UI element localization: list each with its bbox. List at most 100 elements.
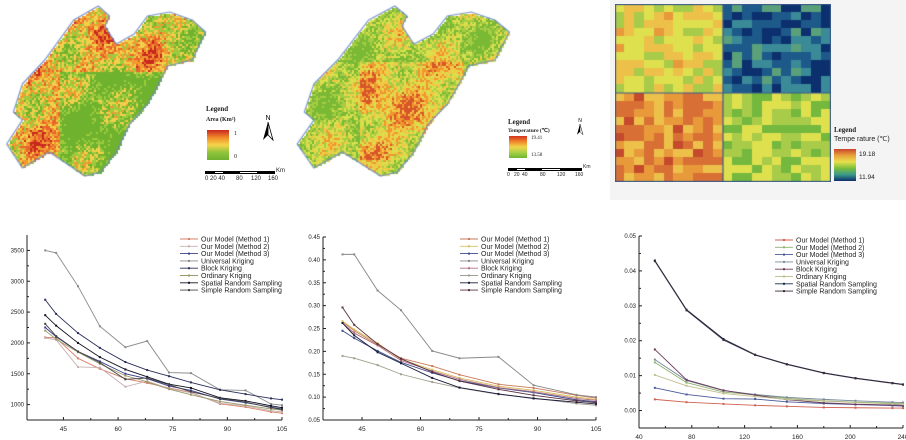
data-point xyxy=(891,401,894,404)
data-point xyxy=(653,398,656,401)
data-point xyxy=(281,412,283,415)
data-point xyxy=(44,314,47,317)
x-tick-label: 80 xyxy=(688,434,696,440)
x-tick-label: 45 xyxy=(358,426,366,433)
legend-marker xyxy=(188,267,190,270)
data-point xyxy=(341,253,344,256)
series-universal-kriging xyxy=(341,253,597,399)
series-universal-kriging xyxy=(44,249,283,407)
data-point xyxy=(124,361,127,364)
data-point xyxy=(44,326,47,329)
data-point xyxy=(77,350,79,353)
legend-marker xyxy=(468,289,470,292)
data-point xyxy=(431,368,434,371)
legend-marker xyxy=(468,238,470,240)
scale-bar xyxy=(205,171,275,174)
x-tick-label: 240 xyxy=(898,434,906,440)
data-point xyxy=(497,385,500,388)
data-point xyxy=(353,328,356,331)
data-point xyxy=(902,407,904,410)
data-point xyxy=(722,337,725,340)
data-point xyxy=(189,372,192,375)
y-tick-label: 2000 xyxy=(11,341,25,347)
y-tick-label: 0.03 xyxy=(624,304,636,310)
data-point xyxy=(532,397,535,400)
series-our-model-method-3 xyxy=(44,326,283,410)
north-arrow: N xyxy=(260,115,276,144)
legend-marker xyxy=(468,274,470,277)
data-point xyxy=(785,405,788,408)
series-line xyxy=(654,361,904,405)
data-point xyxy=(244,389,247,392)
north-label: N xyxy=(578,118,582,124)
data-point xyxy=(270,404,273,407)
legend-marker xyxy=(188,245,190,248)
data-point xyxy=(400,373,402,376)
grid-temperature-raster xyxy=(615,4,831,182)
data-point xyxy=(595,399,597,402)
x-tick-label: 90 xyxy=(534,426,542,433)
data-point xyxy=(854,403,857,406)
data-point xyxy=(98,360,101,363)
legend-marker xyxy=(783,268,785,271)
data-point xyxy=(281,408,283,411)
data-point xyxy=(341,306,344,309)
series-simple-random-sampling xyxy=(341,306,597,404)
data-point xyxy=(124,374,127,377)
data-point xyxy=(754,395,757,398)
series-ordinary-kriging xyxy=(44,329,283,412)
y-tick-label: 0.10 xyxy=(308,395,320,401)
legend-marker xyxy=(783,239,785,241)
y-tick-label: 2500 xyxy=(11,310,25,316)
y-tick-label: 0.40 xyxy=(308,258,320,264)
data-point xyxy=(822,406,825,409)
north-label: N xyxy=(265,115,271,122)
temperature-map-panel: Legend Temperature (℃) 19.41 13.58 N Km … xyxy=(290,0,610,200)
data-point xyxy=(98,346,101,349)
data-point xyxy=(55,335,58,338)
data-point xyxy=(44,298,47,301)
series-line xyxy=(342,321,597,399)
x-tick-label: 45 xyxy=(60,426,68,433)
data-point xyxy=(281,410,283,413)
legend-marker xyxy=(468,267,470,270)
data-point xyxy=(124,378,127,381)
y-tick-label: 0.30 xyxy=(308,304,320,310)
series-line xyxy=(342,355,597,406)
data-point xyxy=(146,382,149,384)
data-point xyxy=(353,253,356,256)
data-point xyxy=(431,370,434,373)
series-line xyxy=(342,320,597,400)
x-tick-label: 60 xyxy=(417,426,425,433)
legend-marker xyxy=(188,289,190,292)
legend-max-label: 19.41 xyxy=(531,136,543,141)
y-tick-label: 3000 xyxy=(11,279,25,285)
area-map-panel: Legend Area (Km²) 1 0 N Km 0 20 40 80 12… xyxy=(0,0,300,200)
legend-marker xyxy=(468,252,470,255)
data-point xyxy=(244,406,247,409)
legend-max-label: 19.18 xyxy=(859,151,876,158)
data-point xyxy=(341,322,344,325)
legend-label: Universal Kriging xyxy=(201,258,254,265)
y-tick-label: 0.02 xyxy=(624,339,636,345)
data-point xyxy=(219,402,222,405)
data-point xyxy=(458,376,461,379)
data-point xyxy=(376,289,379,292)
data-point xyxy=(497,355,500,358)
data-point xyxy=(902,403,904,406)
series-our-model-method-2 xyxy=(653,361,904,405)
legend-marker xyxy=(188,252,190,255)
legend-marker xyxy=(783,275,785,278)
data-point xyxy=(575,393,578,396)
legend-min-label: 0 xyxy=(234,154,237,160)
data-point xyxy=(595,404,597,407)
data-point xyxy=(281,404,283,407)
scale-unit: Km xyxy=(583,164,591,170)
x-tick-label: 90 xyxy=(224,426,232,433)
data-point xyxy=(55,338,58,341)
data-point xyxy=(785,400,788,403)
data-point xyxy=(400,309,402,312)
series-line xyxy=(342,322,597,401)
data-point xyxy=(891,402,894,405)
legend-label: Spatial Random Sampling xyxy=(201,280,282,287)
